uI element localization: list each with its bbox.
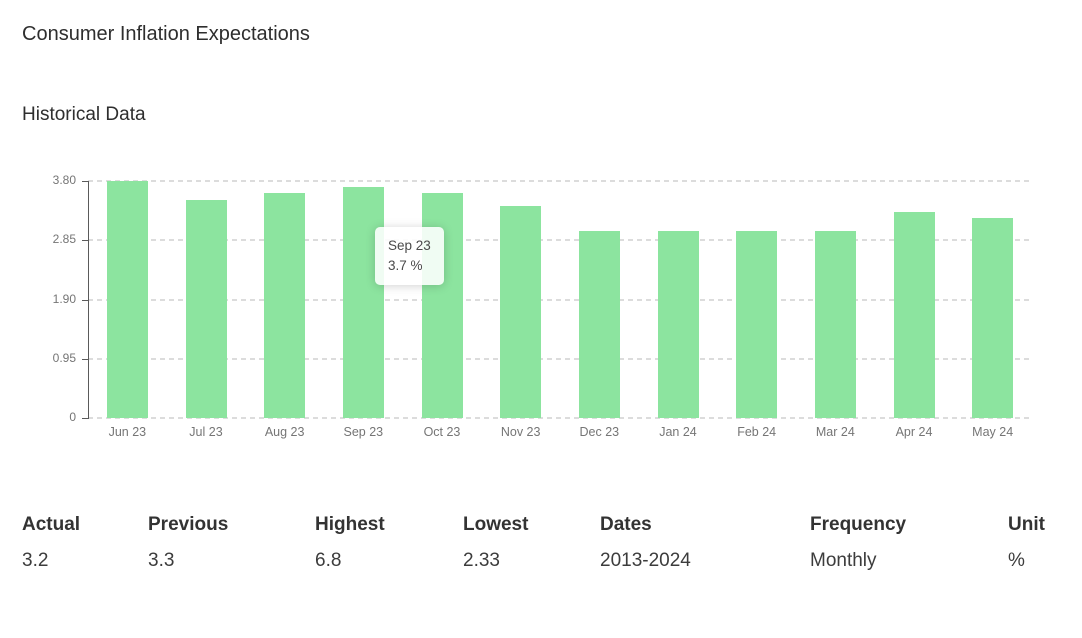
gridline bbox=[88, 239, 1032, 242]
stat-highest: Highest 6.8 bbox=[315, 514, 463, 572]
y-axis-label: 0 bbox=[69, 410, 76, 424]
tooltip-value: 3.7 % bbox=[388, 258, 423, 273]
bar[interactable] bbox=[264, 193, 306, 418]
x-axis-label: Apr 24 bbox=[895, 425, 933, 439]
bar[interactable] bbox=[972, 218, 1014, 418]
stat-actual: Actual 3.2 bbox=[22, 514, 148, 572]
gridline bbox=[88, 298, 1032, 301]
x-axis-label: Sep 23 bbox=[343, 425, 384, 439]
stat-highest-value: 6.8 bbox=[315, 550, 342, 571]
bar[interactable] bbox=[185, 199, 227, 418]
gridline bbox=[88, 417, 1032, 419]
x-axis-label: Oct 23 bbox=[423, 425, 461, 439]
gridline bbox=[88, 180, 1032, 182]
stat-unit-label: Unit bbox=[1008, 514, 1045, 535]
stat-actual-label: Actual bbox=[22, 514, 81, 535]
stat-frequency-label: Frequency bbox=[810, 514, 907, 535]
x-axis-label: Jun 23 bbox=[108, 425, 147, 439]
chart-tooltip: Sep 23 3.7 % bbox=[375, 227, 444, 285]
bar[interactable] bbox=[893, 212, 935, 418]
bar[interactable] bbox=[736, 230, 778, 418]
stat-dates-label: Dates bbox=[600, 514, 652, 535]
section-title: Historical Data bbox=[22, 104, 146, 125]
chart: 3.80 2.85 1.90 0.95 0 Jun 23 Jul 23 Aug 23 Sep 2… bbox=[22, 170, 1060, 450]
x-axis-label: Dec 23 bbox=[579, 425, 620, 439]
stat-highest-label: Highest bbox=[315, 514, 385, 535]
stat-dates: Dates 2013-2024 bbox=[600, 514, 810, 572]
stat-lowest: Lowest 2.33 bbox=[463, 514, 600, 572]
stat-frequency-value: Monthly bbox=[810, 550, 877, 571]
gridline bbox=[88, 357, 1032, 360]
stat-unit-value: % bbox=[1008, 550, 1025, 571]
stat-previous: Previous 3.3 bbox=[148, 514, 315, 572]
y-axis-tick bbox=[82, 181, 88, 182]
bar[interactable] bbox=[814, 230, 856, 418]
x-axis-label: Aug 23 bbox=[264, 425, 305, 439]
page-title: Consumer Inflation Expectations bbox=[22, 23, 310, 45]
y-axis-label: 2.85 bbox=[52, 232, 76, 247]
x-axis-label: Jul 23 bbox=[189, 425, 223, 439]
stat-lowest-label: Lowest bbox=[463, 514, 529, 535]
y-axis-tick bbox=[82, 240, 88, 242]
x-axis-label: May 24 bbox=[972, 425, 1014, 439]
bar[interactable] bbox=[578, 230, 620, 418]
stats-row: Actual 3.2 Previous 3.3 Highest 6.8 Lowe… bbox=[22, 514, 1060, 572]
y-axis-tick bbox=[82, 358, 88, 360]
bar[interactable] bbox=[500, 205, 542, 418]
y-axis-line bbox=[88, 181, 89, 419]
stat-previous-label: Previous bbox=[148, 514, 229, 535]
y-axis-label: 0.95 bbox=[52, 350, 76, 365]
x-axis-label: Mar 24 bbox=[815, 425, 855, 439]
stat-lowest-value: 2.33 bbox=[463, 550, 500, 571]
stat-dates-value: 2013-2024 bbox=[600, 550, 691, 571]
y-axis-tick bbox=[82, 299, 88, 301]
y-axis-tick bbox=[82, 418, 88, 419]
y-axis-label: 3.80 bbox=[52, 173, 76, 187]
x-axis-label: Nov 23 bbox=[500, 425, 541, 439]
bar[interactable] bbox=[657, 230, 699, 418]
bar[interactable] bbox=[106, 181, 148, 418]
tooltip-category: Sep 23 bbox=[388, 238, 431, 253]
x-axis-label: Jan 24 bbox=[659, 425, 697, 439]
y-axis-label: 1.90 bbox=[52, 291, 76, 306]
stat-previous-value: 3.3 bbox=[148, 550, 175, 571]
bar[interactable] bbox=[342, 187, 384, 418]
stat-frequency: Frequency Monthly bbox=[810, 514, 1008, 572]
stat-unit: Unit % bbox=[1008, 514, 1060, 572]
stat-actual-value: 3.2 bbox=[22, 550, 49, 571]
x-axis-label: Feb 24 bbox=[737, 425, 777, 439]
